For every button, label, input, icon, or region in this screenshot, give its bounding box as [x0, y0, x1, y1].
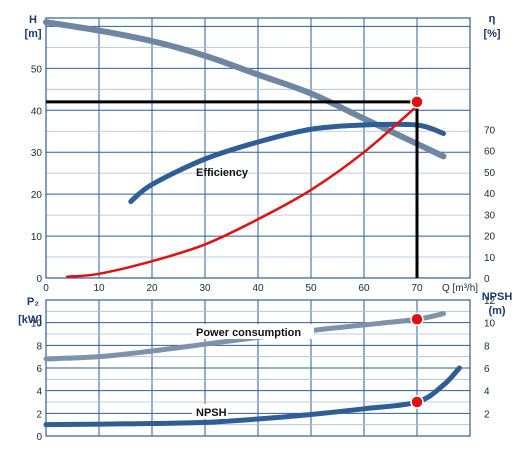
- eta-tick-label: 20: [484, 232, 496, 243]
- eta-axis-unit: [%]: [483, 28, 500, 40]
- npsh-tick-label: 4: [484, 387, 490, 398]
- power-label-bg: [192, 324, 314, 339]
- eta-tick-label: 40: [484, 189, 496, 200]
- eta-tick-label: 0: [484, 274, 490, 285]
- npsh-tick-label: 6: [484, 364, 490, 375]
- power-consumption-label: Power consumption: [196, 327, 301, 339]
- npsh-operating-marker: [410, 395, 424, 409]
- x-tick-label: 10: [93, 283, 105, 294]
- h-tick-label: 40: [31, 106, 43, 117]
- npsh-curve: [43, 365, 462, 428]
- plot-frame-top: [45, 17, 471, 279]
- p2-tick-label: 8: [36, 341, 42, 352]
- eta-tick-label: 70: [484, 125, 496, 136]
- h-axis-unit: [m]: [24, 28, 41, 40]
- npsh-axis-label: NPSH: [482, 291, 513, 303]
- p2-tick-label: 10: [31, 319, 43, 330]
- p2-axis-label: P₂: [27, 296, 39, 308]
- x-tick-label: 0: [43, 283, 49, 294]
- head-curve: [43, 19, 447, 160]
- x-tick-label: 40: [252, 283, 264, 294]
- x-tick-label: 60: [358, 283, 370, 294]
- h-tick-label: 30: [31, 148, 43, 159]
- eta-tick-label: 30: [484, 210, 496, 221]
- h-tick-label: 50: [31, 64, 43, 75]
- plot-frame-bottom: [45, 299, 471, 437]
- p2-tick-label: 6: [36, 364, 42, 375]
- grid: [45, 17, 471, 437]
- x-tick-label: 20: [146, 283, 158, 294]
- eta-tick-label: 50: [484, 168, 496, 179]
- efficiency-curve: [128, 121, 446, 204]
- x-tick-label: 50: [305, 283, 317, 294]
- h-tick-label: 10: [31, 232, 43, 243]
- power-operating-marker: [410, 312, 424, 327]
- p2-tick-label: 0: [36, 432, 42, 443]
- eta-tick-label: 10: [484, 253, 496, 264]
- h-tick-label: 0: [36, 274, 42, 285]
- curves: [43, 19, 462, 428]
- eta-axis-label: η: [489, 13, 496, 25]
- npsh-tick-label: 10: [484, 319, 496, 330]
- p2-tick-label: 4: [36, 387, 42, 398]
- h-tick-label: 20: [31, 190, 43, 201]
- x-axis-label: Q [m³/h]: [442, 283, 478, 294]
- npsh-tick-label: 12: [484, 296, 496, 307]
- h-axis-label: H: [29, 14, 37, 26]
- operating-point-marker: [410, 95, 424, 109]
- x-tick-label: 30: [199, 283, 211, 294]
- x-tick-label: 70: [411, 283, 423, 294]
- npsh-tick-label: 2: [484, 409, 490, 420]
- system-curve: [65, 104, 419, 278]
- p2-tick-label: 2: [36, 409, 42, 420]
- labels: 0 10 20 30 40 50 60 70 Q [m³/h]01020304050H[m]01…: [18, 13, 512, 443]
- eta-tick-label: 60: [484, 147, 496, 158]
- npsh-tick-label: 8: [484, 341, 490, 352]
- npsh-label-bg: [192, 404, 228, 419]
- p2-axis-unit: [kW]: [18, 314, 42, 326]
- efficiency-label: Efficiency: [196, 167, 249, 179]
- npsh-curve-label: NPSH: [196, 407, 227, 419]
- npsh-axis-unit: (m): [488, 305, 505, 317]
